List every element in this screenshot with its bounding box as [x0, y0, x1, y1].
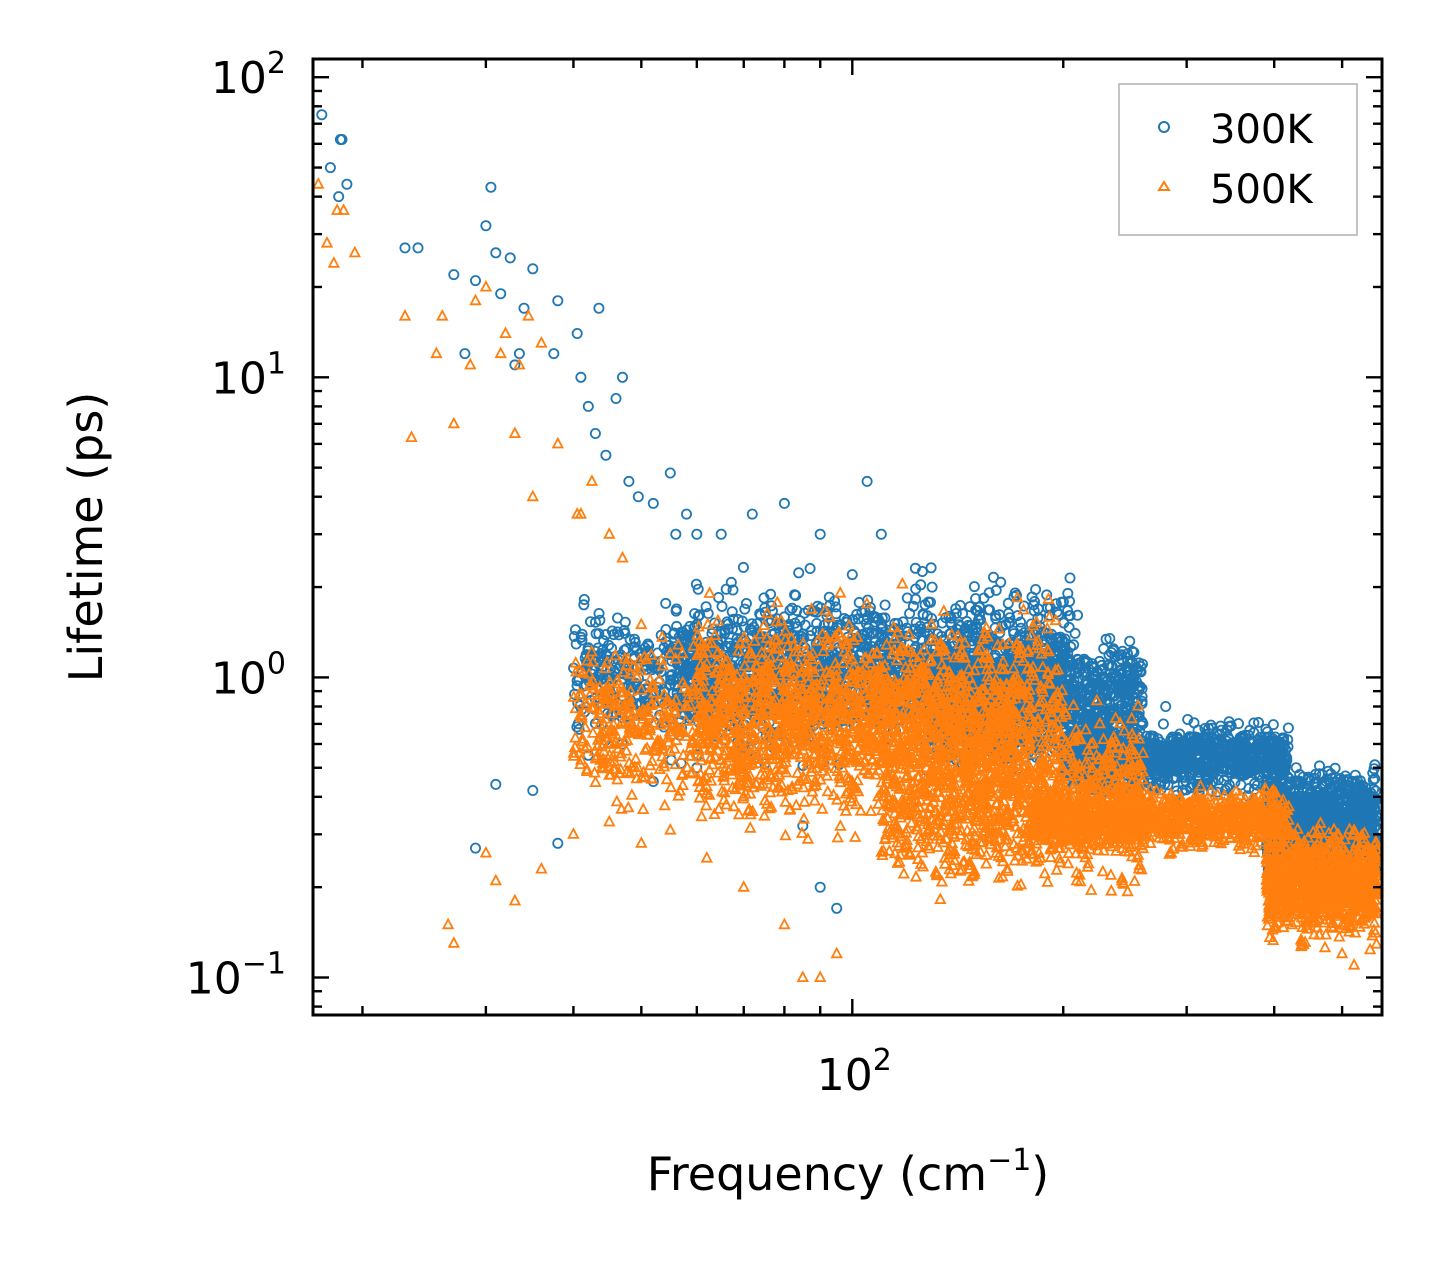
point-300k	[658, 686, 670, 698]
point-300k	[575, 631, 587, 643]
point-300k	[592, 642, 604, 654]
point-300k	[660, 597, 672, 609]
point-300k	[671, 692, 683, 704]
point-300k	[578, 594, 590, 606]
point-300k	[578, 599, 590, 611]
point-300k	[593, 608, 605, 620]
point-300k	[573, 723, 585, 735]
point-300k	[642, 638, 654, 650]
point-300k	[585, 616, 597, 628]
data-points	[312, 109, 1383, 982]
